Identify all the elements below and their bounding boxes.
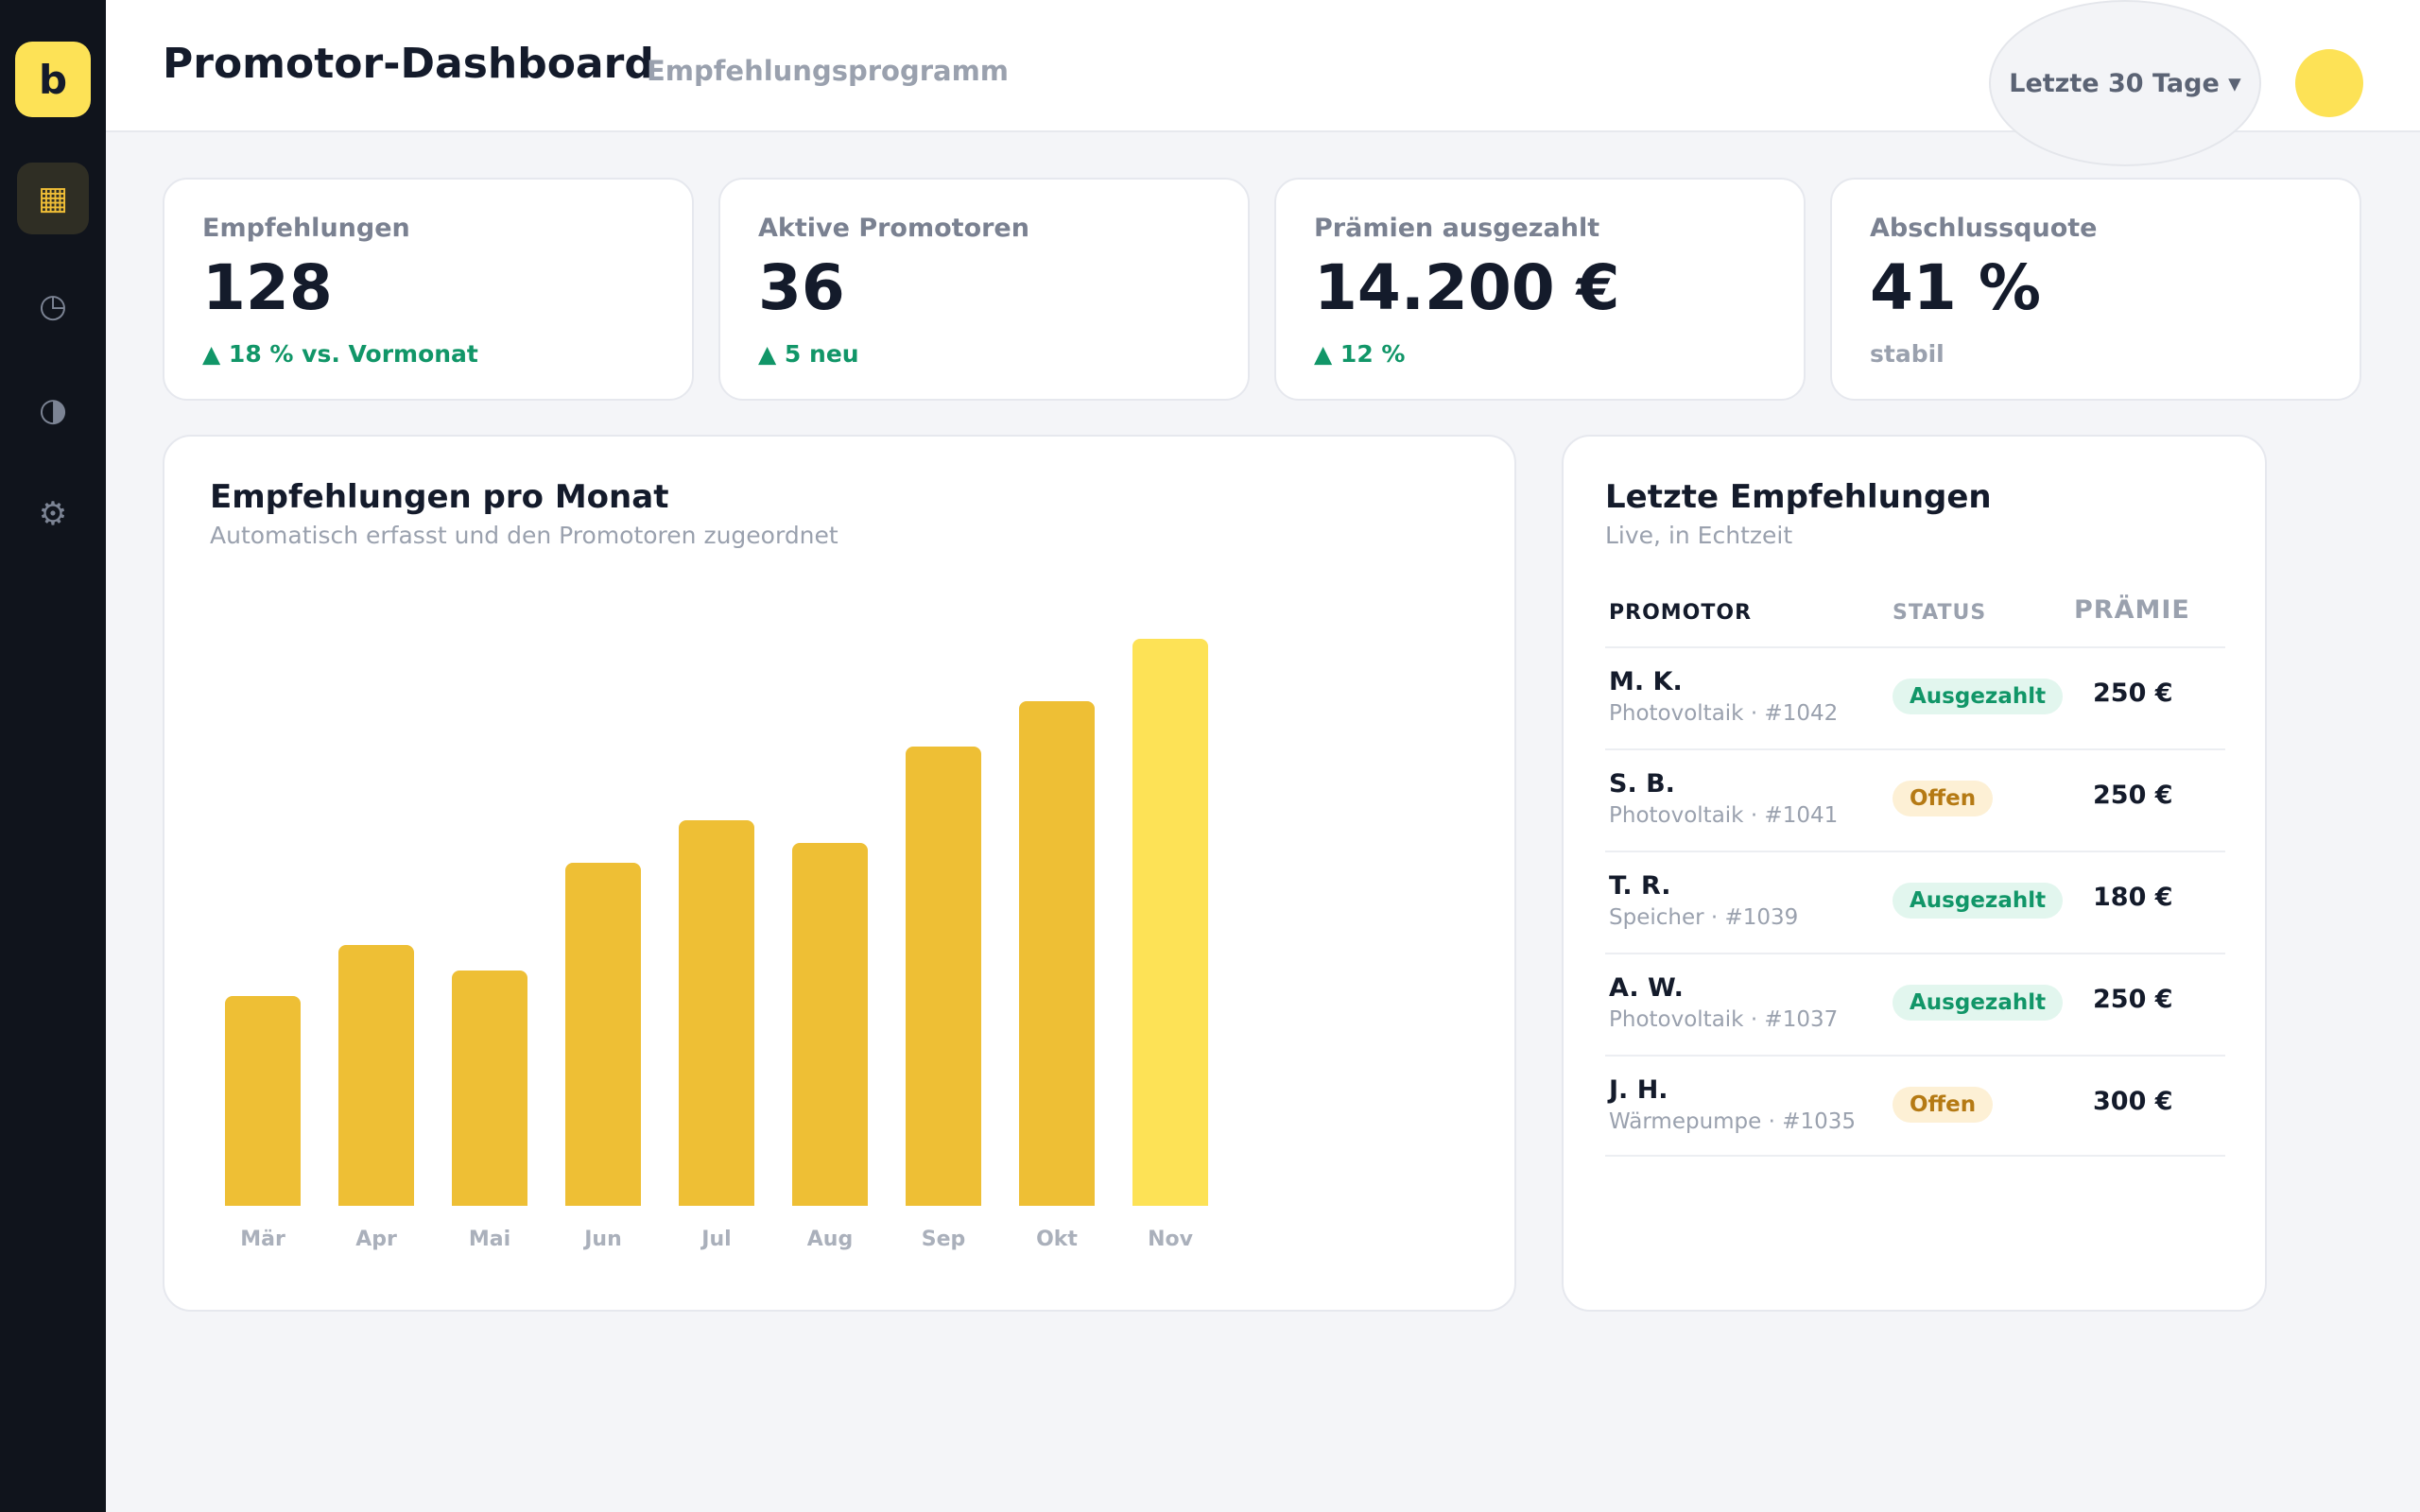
bar-jun[interactable]	[565, 863, 641, 1206]
bar-base	[906, 1198, 981, 1206]
kpi-trend: ▲ 18 % vs. Vormonat	[202, 340, 478, 368]
page-title: Promotor-Dashboard	[163, 40, 654, 88]
bar-base	[792, 1198, 868, 1206]
recent-referrals-panel: Letzte Empfehlungen Live, in Echtzeit PR…	[1562, 435, 2267, 1312]
bar-jul[interactable]	[679, 820, 754, 1206]
x-tick-label: Apr	[355, 1228, 397, 1251]
kpi-label: Empfehlungen	[202, 214, 410, 243]
reward-amount: 250 €	[2093, 985, 2173, 1014]
brand-logo[interactable]: b	[15, 42, 91, 117]
table-row[interactable]: S. B. Photovoltaik · #1041 Offen 250 €	[1605, 748, 2225, 850]
nav-history-clock-icon[interactable]: ◷	[39, 287, 67, 325]
reward-amount: 300 €	[2093, 1087, 2173, 1116]
period-select[interactable]: Letzte 30 Tage ▾	[1989, 0, 2261, 166]
bar-base	[338, 1198, 414, 1206]
kpi-label: Abschlussquote	[1870, 214, 2098, 243]
kpi-value: 41 %	[1870, 251, 2041, 324]
chart-subtitle: Automatisch erfasst und den Promotoren z…	[210, 522, 838, 549]
kpi-trend: ▲ 12 %	[1314, 340, 1406, 368]
top-header: Promotor-Dashboard Empfehlungsprogramm L…	[106, 0, 2420, 166]
bar-aug[interactable]	[792, 843, 868, 1206]
bar-okt[interactable]	[1019, 701, 1095, 1206]
chart-panel: Empfehlungen pro Monat Automatisch erfas…	[163, 435, 1516, 1312]
column-header-praemie[interactable]: PRÄMIE	[2074, 595, 2190, 625]
kpi-label: Prämien ausgezahlt	[1314, 214, 1600, 243]
bar-apr[interactable]	[338, 945, 414, 1206]
nav-dashboard-grid-icon[interactable]: ▦	[17, 163, 89, 234]
kpi-trend: ▲ 5 neu	[758, 340, 859, 368]
promotor-name: T. R.	[1609, 871, 1671, 901]
x-tick-label: Jun	[582, 1228, 622, 1251]
promotor-name: S. B.	[1609, 769, 1675, 799]
bar-base	[1019, 1198, 1095, 1206]
bar-base	[565, 1198, 641, 1206]
sidebar: b ▦ ◷ ◑ ⚙	[0, 0, 106, 1512]
kpi-card-abschlussquote: Abschlussquote 41 % stabil	[1830, 178, 2361, 401]
promotor-name: M. K.	[1609, 667, 1683, 696]
chart-title: Empfehlungen pro Monat	[210, 478, 669, 516]
x-tick-label: Aug	[807, 1228, 853, 1251]
x-tick-label: Mär	[240, 1228, 285, 1251]
status-badge: Offen	[1893, 1087, 1994, 1123]
column-header-promotor[interactable]: PROMOTOR	[1609, 601, 1753, 625]
status-badge: Ausgezahlt	[1893, 985, 2064, 1021]
bar-sep[interactable]	[906, 747, 981, 1206]
referral-meta: Speicher · #1039	[1609, 905, 1799, 930]
bar-base	[452, 1198, 527, 1206]
bar-base	[1132, 1198, 1208, 1206]
status-badge: Ausgezahlt	[1893, 679, 2064, 714]
x-tick-label: Mai	[469, 1228, 510, 1251]
bar-mai[interactable]	[452, 971, 527, 1206]
table-row[interactable]: J. H. Wärmepumpe · #1035 Offen 300 €	[1605, 1055, 2225, 1157]
reward-amount: 180 €	[2093, 883, 2173, 912]
reward-amount: 250 €	[2093, 679, 2173, 708]
avatar[interactable]	[2295, 49, 2363, 117]
kpi-card-empfehlungen: Empfehlungen 128 ▲ 18 % vs. Vormonat	[163, 178, 694, 401]
recent-title: Letzte Empfehlungen	[1605, 478, 1992, 516]
column-header-status[interactable]: STATUS	[1893, 601, 1987, 625]
table-row[interactable]: A. W. Photovoltaik · #1037 Ausgezahlt 25…	[1605, 953, 2225, 1055]
status-badge: Offen	[1893, 781, 1994, 816]
reward-amount: 250 €	[2093, 781, 2173, 810]
kpi-card-aktive-promotoren: Aktive Promotoren 36 ▲ 5 neu	[718, 178, 1250, 401]
referral-meta: Photovoltaik · #1042	[1609, 701, 1839, 726]
bar-mär[interactable]	[225, 996, 301, 1206]
referral-meta: Photovoltaik · #1041	[1609, 803, 1839, 828]
kpi-card-praemien: Prämien ausgezahlt 14.200 € ▲ 12 %	[1274, 178, 1806, 401]
status-badge: Ausgezahlt	[1893, 883, 2064, 919]
referral-meta: Wärmepumpe · #1035	[1609, 1109, 1857, 1134]
nav-settings-gear-icon[interactable]: ⚙	[38, 495, 68, 533]
x-tick-label: Nov	[1148, 1228, 1194, 1251]
page-subtitle: Empfehlungsprogramm	[647, 55, 1010, 87]
table-row[interactable]: T. R. Speicher · #1039 Ausgezahlt 180 €	[1605, 850, 2225, 953]
x-tick-label: Okt	[1036, 1228, 1078, 1251]
promotor-name: J. H.	[1609, 1075, 1668, 1105]
kpi-value: 14.200 €	[1314, 251, 1620, 324]
kpi-value: 128	[202, 251, 333, 324]
table-row[interactable]: M. K. Photovoltaik · #1042 Ausgezahlt 25…	[1605, 646, 2225, 748]
kpi-value: 36	[758, 251, 845, 324]
bar-nov[interactable]	[1132, 639, 1208, 1206]
referral-meta: Photovoltaik · #1037	[1609, 1007, 1839, 1032]
kpi-label: Aktive Promotoren	[758, 214, 1029, 243]
nav-contrast-icon[interactable]: ◑	[39, 391, 67, 429]
kpi-trend: stabil	[1870, 340, 1945, 368]
promotor-name: A. W.	[1609, 973, 1684, 1003]
recent-subtitle: Live, in Echtzeit	[1605, 522, 1793, 549]
x-tick-label: Jul	[700, 1228, 731, 1251]
bar-base	[225, 1198, 301, 1206]
bar-chart: Mär Apr Mai Jun Jul Aug Sep Okt Nov	[225, 639, 1208, 1251]
x-tick-label: Sep	[922, 1228, 966, 1251]
bar-base	[679, 1198, 754, 1206]
